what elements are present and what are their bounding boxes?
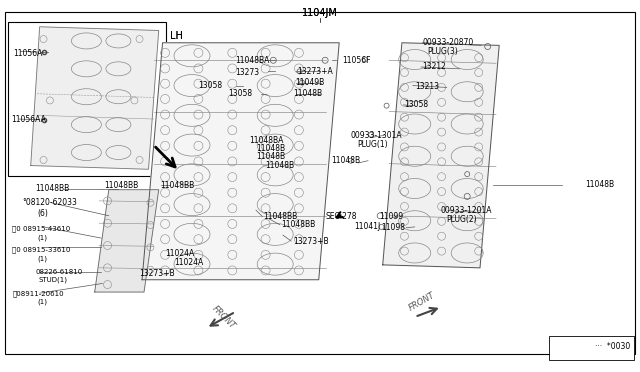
Bar xyxy=(549,336,634,360)
Polygon shape xyxy=(95,190,159,292)
Polygon shape xyxy=(31,27,159,169)
Text: 11048B: 11048B xyxy=(256,144,285,153)
Bar xyxy=(8,22,166,176)
Text: ⑄0 08915-33610: ⑄0 08915-33610 xyxy=(12,246,70,253)
Text: 11048BB: 11048BB xyxy=(160,181,195,190)
Text: 11048B: 11048B xyxy=(293,89,323,98)
Text: LH: LH xyxy=(170,31,183,41)
Text: 13273+B: 13273+B xyxy=(293,237,329,246)
Text: 13058: 13058 xyxy=(228,89,252,98)
Text: 11056F: 11056F xyxy=(342,56,371,65)
Text: (1): (1) xyxy=(37,235,47,241)
Text: ⑄0 08915-43610: ⑄0 08915-43610 xyxy=(12,226,70,232)
Text: 11099: 11099 xyxy=(379,212,403,221)
Text: 11098: 11098 xyxy=(381,223,406,232)
Text: 11048BB: 11048BB xyxy=(35,185,70,193)
Text: 11048B: 11048B xyxy=(256,153,285,161)
Text: 11056AA: 11056AA xyxy=(12,115,46,124)
Text: 00933-1201A: 00933-1201A xyxy=(440,206,492,215)
Text: STUD(1): STUD(1) xyxy=(38,276,67,283)
Text: 11048B: 11048B xyxy=(585,180,614,189)
Text: 13058: 13058 xyxy=(404,100,429,109)
Text: PLUG(1): PLUG(1) xyxy=(357,140,388,149)
Text: (1): (1) xyxy=(37,255,47,262)
Text: 08226-61810: 08226-61810 xyxy=(35,269,83,275)
Text: LH: LH xyxy=(170,31,183,41)
Text: (1): (1) xyxy=(37,299,47,305)
Text: 11048BB: 11048BB xyxy=(264,212,298,221)
Text: 11048BA: 11048BA xyxy=(236,56,270,65)
Text: 13213: 13213 xyxy=(415,82,439,91)
Text: 1104JM: 1104JM xyxy=(302,8,338,18)
Text: PLUG(3): PLUG(3) xyxy=(428,47,458,56)
Text: (6): (6) xyxy=(37,209,48,218)
Text: 13058: 13058 xyxy=(198,81,223,90)
Text: SEC.278: SEC.278 xyxy=(325,212,356,221)
Text: 11048BB: 11048BB xyxy=(104,181,139,190)
Text: 00933-20870: 00933-20870 xyxy=(422,38,474,47)
Text: 11048B: 11048B xyxy=(266,161,295,170)
Text: 11048BA: 11048BA xyxy=(250,136,284,145)
Text: 1104JM: 1104JM xyxy=(302,8,338,18)
Text: 13212: 13212 xyxy=(422,62,446,71)
Text: PLUG(2): PLUG(2) xyxy=(447,215,477,224)
Polygon shape xyxy=(383,43,499,268)
Text: 11024A: 11024A xyxy=(174,258,204,267)
Text: 11048BB: 11048BB xyxy=(282,220,316,229)
Text: ···  *0030: ··· *0030 xyxy=(595,342,630,351)
Text: °08120-62033: °08120-62033 xyxy=(22,198,77,207)
Text: 11049B: 11049B xyxy=(296,78,325,87)
Text: FRONT: FRONT xyxy=(211,304,237,330)
Text: 13273: 13273 xyxy=(236,68,260,77)
Text: 00933-1301A: 00933-1301A xyxy=(351,131,403,140)
Polygon shape xyxy=(142,43,339,280)
Text: 11024A: 11024A xyxy=(165,249,195,258)
Text: 13273+B: 13273+B xyxy=(140,269,175,278)
Text: 11041J: 11041J xyxy=(355,222,381,231)
Text: FRONT: FRONT xyxy=(408,291,437,313)
Text: 13273+A: 13273+A xyxy=(298,67,333,76)
Text: 11056A: 11056A xyxy=(13,49,42,58)
Text: 11048B: 11048B xyxy=(332,156,361,165)
Text: Ⓝ08911-20610: Ⓝ08911-20610 xyxy=(13,291,65,297)
